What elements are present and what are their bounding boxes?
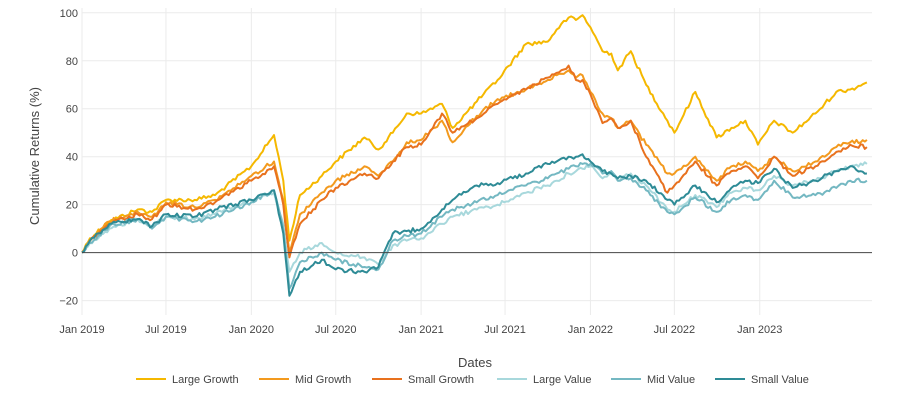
- legend-item[interactable]: Small Value: [715, 374, 809, 386]
- y-tick-label: 0: [72, 248, 78, 260]
- series-line[interactable]: [81, 14, 868, 254]
- gridlines: [81, 8, 872, 315]
- y-tick-label: 100: [60, 8, 78, 20]
- legend: Large Growth Mid Growth Small Growth Large …: [136, 374, 809, 386]
- series-line[interactable]: [81, 69, 868, 254]
- x-tick-label: Jan 2020: [229, 324, 274, 336]
- y-tick-label: 40: [66, 152, 78, 164]
- y-tick-label: 20: [66, 200, 78, 212]
- x-tick-label: Jan 2023: [737, 324, 782, 336]
- series-lines: [81, 14, 872, 297]
- y-tick-label: 80: [66, 56, 78, 68]
- legend-item[interactable]: Mid Value: [611, 374, 695, 386]
- y-axis-title: Cumulative Returns (%): [27, 87, 42, 225]
- x-axis-title: Dates: [458, 355, 492, 370]
- legend-label: Large Value: [533, 374, 592, 386]
- legend-item[interactable]: Mid Growth: [259, 374, 351, 386]
- series-line[interactable]: [81, 153, 867, 297]
- legend-item[interactable]: Small Growth: [372, 374, 474, 386]
- x-tick-label: Jul 2019: [145, 324, 187, 336]
- x-tick-label: Jan 2019: [59, 324, 104, 336]
- series-line[interactable]: [81, 162, 868, 290]
- x-tick-label: Jul 2020: [315, 324, 357, 336]
- legend-item[interactable]: Large Growth: [136, 374, 239, 386]
- x-tick-label: Jul 2021: [484, 324, 526, 336]
- x-tick-label: Jul 2022: [654, 324, 696, 336]
- x-tick-label: Jan 2021: [398, 324, 443, 336]
- x-tick-label: Jan 2022: [568, 324, 613, 336]
- series-line[interactable]: [81, 64, 868, 259]
- legend-label: Small Value: [751, 374, 809, 386]
- legend-label: Mid Growth: [295, 374, 351, 386]
- y-tick-label: 60: [66, 104, 78, 116]
- legend-item[interactable]: Large Value: [497, 374, 592, 386]
- series-line[interactable]: [81, 161, 868, 273]
- legend-label: Large Growth: [172, 374, 239, 386]
- legend-label: Small Growth: [408, 374, 474, 386]
- axes: −20 0 20 40 60 80 100 Jan 2019 Jul 2019 Jan 2020 J…: [59, 8, 782, 336]
- y-tick-label: −20: [59, 296, 78, 308]
- legend-label: Mid Value: [647, 374, 695, 386]
